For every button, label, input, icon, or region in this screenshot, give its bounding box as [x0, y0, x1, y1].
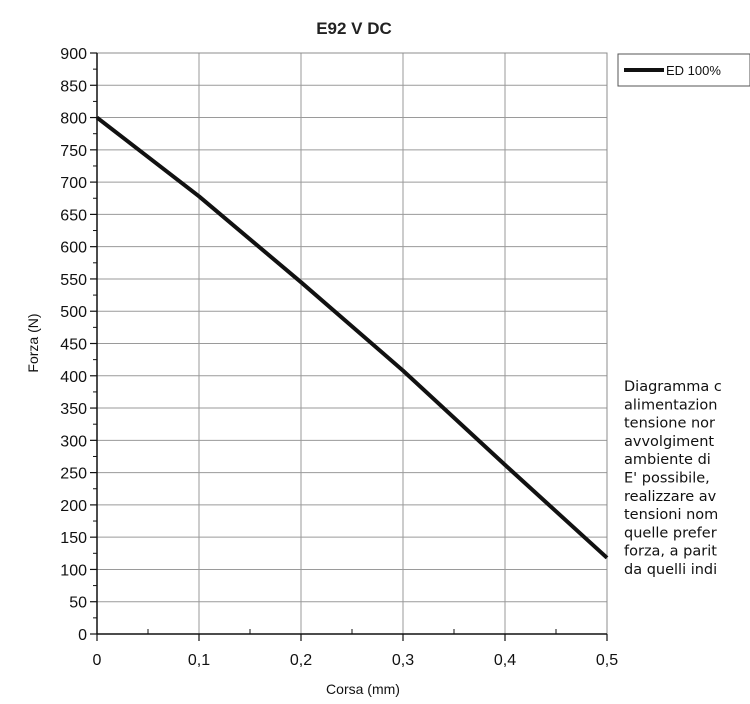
note-line: realizzare av: [624, 489, 717, 505]
y-tick-label: 200: [60, 498, 87, 515]
note-line: avvolgiment: [624, 434, 714, 450]
y-tick-label: 300: [60, 433, 87, 450]
x-tick-label: 0,4: [494, 652, 516, 669]
x-tick-label: 0: [93, 652, 102, 669]
y-tick-label: 400: [60, 369, 87, 386]
y-tick-label: 600: [60, 240, 87, 257]
y-tick-label: 750: [60, 143, 87, 160]
x-tick-label: 0,5: [596, 652, 618, 669]
y-tick-label: 450: [60, 337, 87, 354]
chart-title: E92 V DC: [316, 19, 392, 38]
y-axis-ticks: 0 50 100 150 200 250 300 350 400 450 500 550 600 650 7…: [60, 46, 97, 644]
description-note: Diagramma c alimentazion tensione nor avvol…: [624, 379, 722, 578]
y-tick-label: 50: [69, 595, 87, 612]
note-line: quelle prefer: [624, 525, 717, 541]
x-tick-label: 0,3: [392, 652, 414, 669]
note-line: E' possibile,: [624, 471, 710, 487]
note-line: forza, a parit: [624, 544, 717, 560]
note-line: tensione nor: [624, 416, 715, 432]
y-tick-label: 0: [78, 627, 87, 644]
x-axis-ticks: 0 0,1 0,2 0,3 0,4 0,5: [93, 634, 618, 669]
y-tick-label: 650: [60, 207, 87, 224]
legend: ED 100%: [617, 53, 750, 87]
y-tick-label: 700: [60, 175, 87, 192]
y-tick-label: 250: [60, 466, 87, 483]
y-tick-label: 500: [60, 304, 87, 321]
note-line: ambiente di: [624, 452, 711, 468]
legend-label-ed-100: ED 100%: [666, 63, 721, 78]
note-line: alimentazion: [624, 397, 717, 413]
x-axis-label: Corsa (mm): [326, 681, 400, 697]
grid: [97, 53, 607, 634]
series-line-ed-100: [95, 116, 609, 560]
y-tick-label: 850: [60, 78, 87, 95]
y-tick-label: 350: [60, 401, 87, 418]
x-tick-label: 0,2: [290, 652, 312, 669]
y-tick-label: 900: [60, 46, 87, 63]
note-line: tensioni nom: [624, 507, 718, 523]
y-tick-label: 150: [60, 530, 87, 547]
note-line: da quelli indi: [624, 562, 717, 578]
note-line: Diagramma c: [624, 379, 722, 395]
x-tick-label: 0,1: [188, 652, 210, 669]
y-tick-label: 100: [60, 562, 87, 579]
series-group: [95, 116, 609, 560]
y-tick-label: 550: [60, 272, 87, 289]
y-tick-label: 800: [60, 111, 87, 128]
y-axis-label: Forza (N): [25, 313, 41, 372]
